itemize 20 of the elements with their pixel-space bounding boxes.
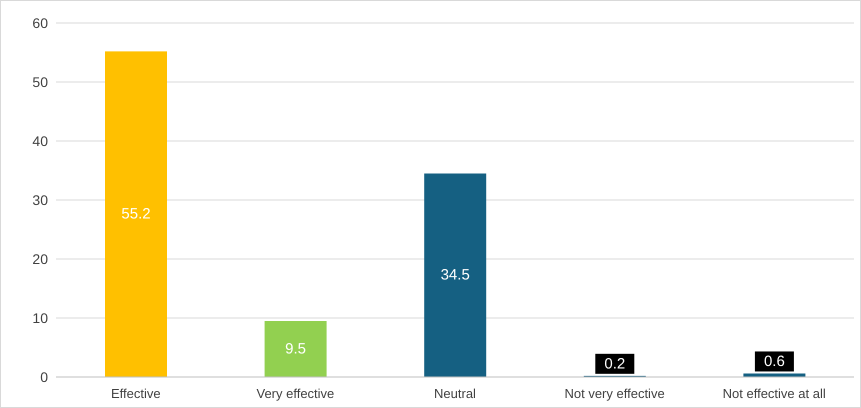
x-tick-label: Neutral [434,386,476,402]
data-label: 34.5 [440,266,470,284]
data-label: 9.5 [285,340,306,358]
x-tick-label: Not effective at all [722,386,826,402]
data-label: 0.6 [764,352,785,370]
x-tick-label: Effective [110,386,161,402]
x-tick-label: Not very effective [564,386,665,402]
y-tick-label: 40 [32,132,48,149]
x-tick-label: Very effective [256,386,334,402]
y-tick-label: 20 [32,250,48,267]
bar [105,51,167,377]
y-tick-label: 60 [32,14,48,31]
y-tick-label: 10 [32,310,48,326]
data-label: 0.2 [604,355,626,372]
data-label: 55.2 [121,206,151,223]
y-tick-label: 30 [32,192,48,208]
y-tick-label: 0 [40,368,48,385]
bar [264,320,327,377]
y-tick-label: 50 [32,74,48,90]
bar [424,173,486,377]
